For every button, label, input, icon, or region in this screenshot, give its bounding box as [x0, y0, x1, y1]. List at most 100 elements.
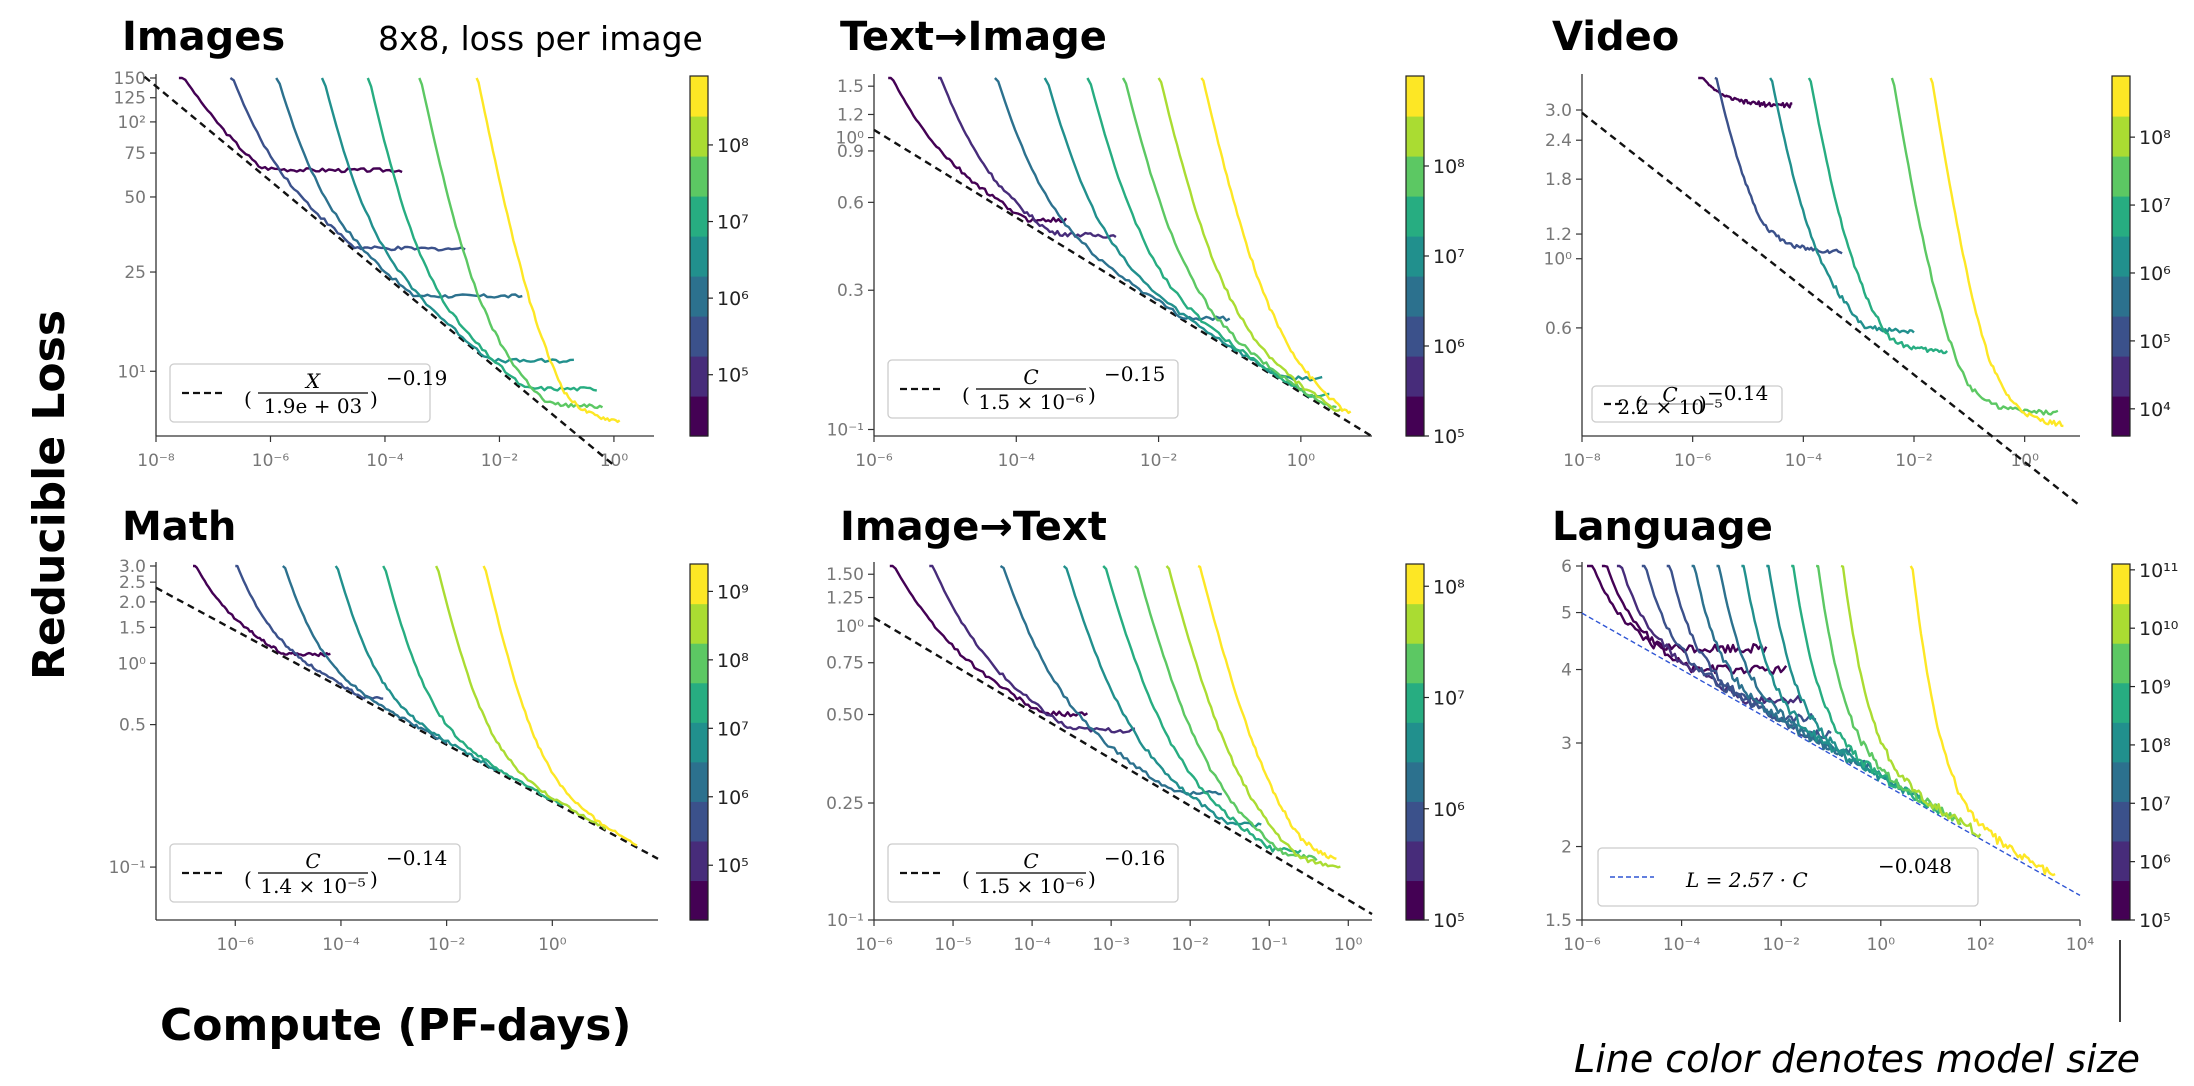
y-tick-label: 1.25 — [826, 589, 864, 609]
model-curve — [1791, 564, 1942, 815]
colorbar-tick-label: 10⁸ — [717, 135, 749, 157]
power-law-fit-line — [1581, 111, 2081, 507]
x-tick-label: 10⁻² — [1895, 451, 1932, 471]
fit-legend: L = 2.57 · C −0.048 — [1597, 847, 1979, 907]
colorbar-segment — [1406, 236, 1424, 277]
y-tick-label: 0.25 — [826, 794, 864, 814]
colorbar: 10⁵ 10⁶ 10⁷ 10⁸ 10⁹ 10¹⁰ 10¹¹ — [2111, 560, 2178, 932]
chart-subtitle: 8x8, loss per image — [378, 19, 703, 58]
y-tick-label: 1.5 — [1545, 911, 1572, 931]
colorbar-segment — [2112, 880, 2130, 921]
model-curve — [1807, 77, 1949, 355]
model-curve — [1157, 77, 1345, 412]
colorbar-segment — [2112, 276, 2130, 317]
y-tick-label: 10⁰ — [836, 129, 865, 149]
colorbar-tick-label: 10⁵ — [2139, 331, 2171, 353]
y-tick-label: 0.9 — [837, 142, 864, 162]
model-curve — [1043, 77, 1323, 382]
x-tick-label: 10⁻⁶ — [217, 935, 255, 955]
colorbar-tick-label: 10⁷ — [2139, 793, 2171, 815]
power-law-fit-line — [873, 128, 1373, 438]
x-tick-label: 10⁰ — [1334, 935, 1363, 955]
colorbar-segment — [1406, 880, 1424, 921]
x-tick-label: 10⁻⁵ — [934, 935, 971, 955]
model-curve — [1102, 565, 1302, 854]
x-tick-label: 10⁻² — [481, 451, 518, 471]
x-tick-label: 10⁻² — [428, 935, 465, 955]
colorbar-segment — [1406, 396, 1424, 437]
colorbar-segment — [690, 880, 708, 921]
chart-panel-4: Math 10⁻⁶ 10⁻⁴ 10⁻² 10⁰ 3.02.52.0 1.5 10⁰ 0.5 10⁻… — [109, 504, 749, 955]
x-tick-label: 10⁻⁶ — [1674, 451, 1712, 471]
legend-exponent: −0.15 — [1104, 362, 1165, 386]
y-tick-label: 4 — [1561, 661, 1572, 681]
y-tick-label: 2 — [1561, 838, 1572, 858]
colorbar-tick-label: 10⁶ — [717, 787, 749, 809]
colorbar-tick-label: 10⁷ — [1433, 688, 1465, 710]
y-tick-label: 10⁰ — [1544, 250, 1573, 270]
colorbar-tick-label: 10⁸ — [1433, 156, 1465, 178]
colorbar-tick-label: 10⁹ — [2139, 677, 2171, 699]
colorbar-tick-label: 10⁶ — [1433, 336, 1465, 358]
model-curve — [482, 565, 638, 847]
legend-box — [1597, 847, 1979, 907]
colorbar-segment — [690, 116, 708, 157]
colorbar-segment — [2112, 196, 2130, 237]
y-tick-label: 1.5 — [119, 618, 146, 638]
x-tick-label: 10⁻⁴ — [1785, 451, 1823, 471]
colorbar-tick-label: 10⁶ — [2139, 852, 2171, 874]
colorbar-segment — [2112, 643, 2130, 684]
colorbar-tick-label: 10⁵ — [2139, 910, 2171, 932]
legend-exponent: −0.14 — [386, 846, 447, 870]
x-tick-label: 10⁰ — [600, 451, 629, 471]
model-curve — [1815, 564, 1962, 826]
x-tick-label: 10⁻⁶ — [855, 935, 893, 955]
x-tick-label: 10⁰ — [1867, 935, 1896, 955]
y-tick-label: 10² — [118, 113, 146, 133]
legend-paren-open: ( — [244, 867, 252, 891]
model-curve — [1165, 565, 1341, 869]
y-tick-label: 1.2 — [837, 105, 864, 125]
colorbar-segment — [690, 761, 708, 802]
model-curve — [235, 564, 384, 700]
model-curve — [334, 565, 501, 772]
x-tick-label: 10⁻⁴ — [322, 935, 360, 955]
colorbar-segment — [2112, 356, 2130, 397]
colorbar-frame — [2111, 563, 2131, 921]
chart-title: Math — [122, 504, 236, 550]
legend-denominator: 1.4 × 10⁻⁵ — [260, 874, 365, 898]
model-curve — [178, 76, 403, 174]
model-curve — [1909, 565, 2056, 877]
model-curve — [938, 76, 1117, 239]
colorbar-segment — [1406, 722, 1424, 763]
model-curve — [1616, 564, 1803, 705]
colorbar-frame — [689, 563, 709, 921]
y-tick-label: 0.6 — [1545, 319, 1572, 339]
legend-numerator: X — [304, 369, 321, 393]
x-tick-label: 10⁴ — [2066, 935, 2095, 955]
colorbar-tick-label: 10⁵ — [717, 855, 749, 877]
y-tick-label: 50 — [124, 188, 146, 208]
y-tick-label: 3 — [1561, 734, 1572, 754]
legend-paren-close: ) — [370, 387, 378, 411]
colorbar-segment — [1406, 316, 1424, 357]
legend-numerator: C — [1662, 383, 1677, 407]
model-curve — [1197, 564, 1337, 860]
x-tick-label: 10⁻⁸ — [137, 451, 175, 471]
y-tick-label: 10⁻¹ — [109, 858, 146, 878]
fit-legend: (C1.4 × 10⁻⁵) −0.14 — [169, 843, 461, 903]
colorbar-tick-label: 10⁴ — [2139, 399, 2171, 421]
colorbar-segment — [690, 276, 708, 317]
y-tick-label: 0.5 — [119, 716, 146, 736]
model-curve — [193, 564, 331, 658]
model-curve — [1766, 564, 1922, 800]
y-tick-label: 25 — [124, 263, 146, 283]
colorbar-tick-label: 10⁸ — [1433, 576, 1465, 598]
colorbar-frame — [2111, 75, 2131, 437]
colorbar: 10⁵ 10⁶ 10⁷ 10⁸ — [1405, 75, 1465, 448]
x-tick-label: 10⁻⁶ — [252, 451, 290, 471]
legend-formula: L = 2.57 · C — [1685, 868, 1808, 892]
model-curve — [1714, 76, 1843, 255]
model-curve — [1601, 564, 1788, 675]
colorbar-tick-label: 10⁸ — [717, 650, 749, 672]
